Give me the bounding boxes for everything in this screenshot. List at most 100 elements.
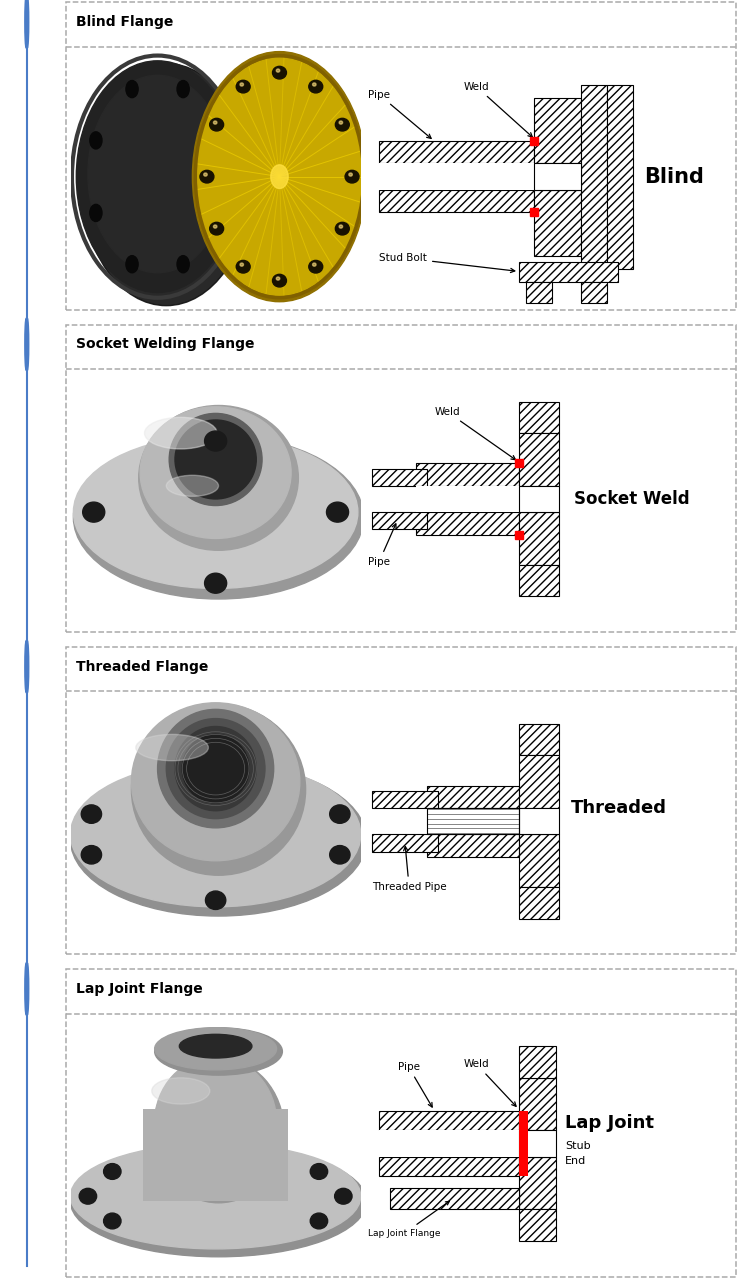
- Ellipse shape: [82, 64, 251, 306]
- Circle shape: [214, 225, 217, 228]
- Circle shape: [26, 963, 28, 1014]
- Bar: [416, 486, 519, 512]
- Bar: [380, 189, 534, 212]
- FancyBboxPatch shape: [66, 647, 736, 954]
- Ellipse shape: [131, 702, 300, 861]
- Ellipse shape: [175, 726, 256, 811]
- Ellipse shape: [139, 405, 298, 550]
- Text: Threaded: Threaded: [571, 799, 667, 817]
- Bar: [534, 189, 581, 256]
- Text: Pipe: Pipe: [398, 1062, 432, 1108]
- Bar: [427, 834, 519, 857]
- Circle shape: [313, 83, 316, 86]
- Ellipse shape: [170, 413, 262, 505]
- Circle shape: [272, 67, 286, 79]
- Bar: [416, 512, 519, 535]
- Ellipse shape: [177, 81, 189, 97]
- Bar: [519, 1131, 528, 1156]
- Circle shape: [335, 223, 350, 235]
- Bar: [427, 785, 519, 808]
- Circle shape: [210, 223, 224, 235]
- Bar: [519, 1210, 556, 1241]
- Bar: [534, 164, 581, 189]
- Bar: [416, 463, 519, 486]
- Text: Lap Joint: Lap Joint: [565, 1114, 654, 1132]
- Bar: [380, 1110, 519, 1131]
- Circle shape: [81, 845, 101, 865]
- Text: Pipe: Pipe: [368, 90, 431, 138]
- Text: Pipe: Pipe: [368, 524, 396, 567]
- Bar: [519, 834, 560, 888]
- Circle shape: [334, 1188, 352, 1204]
- Ellipse shape: [136, 734, 209, 761]
- Circle shape: [80, 1188, 97, 1204]
- Bar: [519, 1110, 528, 1131]
- Circle shape: [210, 119, 224, 130]
- Circle shape: [330, 804, 350, 824]
- Circle shape: [335, 119, 350, 130]
- Circle shape: [349, 173, 352, 177]
- Circle shape: [104, 1212, 121, 1229]
- Circle shape: [236, 81, 250, 93]
- Text: Threaded Pipe: Threaded Pipe: [372, 847, 446, 891]
- Circle shape: [240, 263, 244, 266]
- Circle shape: [339, 225, 343, 228]
- Bar: [380, 1156, 519, 1177]
- Bar: [372, 468, 427, 486]
- Ellipse shape: [76, 61, 239, 293]
- Circle shape: [326, 503, 349, 522]
- Ellipse shape: [70, 1143, 361, 1248]
- Ellipse shape: [70, 1146, 367, 1257]
- Circle shape: [309, 81, 322, 93]
- Ellipse shape: [166, 476, 218, 496]
- Circle shape: [240, 83, 244, 86]
- Circle shape: [310, 1212, 328, 1229]
- Ellipse shape: [74, 436, 358, 588]
- Bar: [372, 512, 427, 530]
- Bar: [519, 1131, 556, 1156]
- Ellipse shape: [90, 205, 102, 221]
- Circle shape: [309, 261, 322, 272]
- Bar: [380, 1131, 519, 1156]
- Ellipse shape: [154, 1056, 277, 1188]
- Bar: [608, 84, 633, 269]
- Circle shape: [339, 122, 343, 124]
- Circle shape: [345, 170, 359, 183]
- Circle shape: [310, 1164, 328, 1179]
- FancyBboxPatch shape: [66, 3, 736, 310]
- Bar: [519, 434, 560, 486]
- Bar: [519, 724, 560, 756]
- Bar: [519, 808, 560, 834]
- Bar: [519, 262, 618, 281]
- Bar: [390, 1188, 519, 1210]
- Ellipse shape: [271, 165, 288, 188]
- Ellipse shape: [213, 205, 225, 221]
- Ellipse shape: [193, 51, 367, 302]
- Ellipse shape: [153, 1058, 284, 1202]
- Ellipse shape: [154, 1028, 277, 1069]
- Ellipse shape: [177, 256, 189, 272]
- Ellipse shape: [182, 734, 249, 803]
- Circle shape: [214, 122, 217, 124]
- Ellipse shape: [175, 420, 256, 499]
- Circle shape: [26, 0, 28, 47]
- Text: Weld: Weld: [464, 1059, 516, 1106]
- Bar: [519, 1156, 556, 1210]
- Text: Threaded Flange: Threaded Flange: [76, 660, 208, 674]
- Ellipse shape: [70, 764, 367, 916]
- Bar: [427, 808, 519, 834]
- Circle shape: [104, 1164, 121, 1179]
- Text: Socket Weld: Socket Weld: [574, 490, 690, 508]
- Text: Blind: Blind: [644, 166, 704, 187]
- Bar: [519, 888, 560, 918]
- Bar: [519, 756, 560, 808]
- Circle shape: [206, 891, 226, 909]
- Bar: [519, 402, 560, 434]
- Ellipse shape: [70, 762, 361, 907]
- Ellipse shape: [179, 1035, 252, 1058]
- Circle shape: [313, 263, 316, 266]
- Text: Weld: Weld: [434, 407, 515, 459]
- Bar: [581, 84, 608, 269]
- Circle shape: [200, 170, 214, 183]
- Circle shape: [276, 69, 280, 72]
